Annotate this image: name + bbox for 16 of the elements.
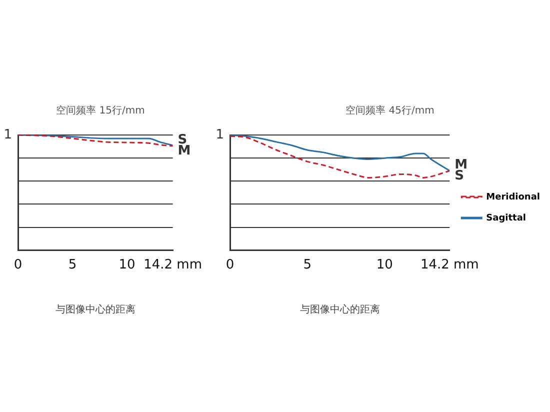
x-tick-label: 10	[118, 258, 136, 273]
x-axis-title: 与图像中心的距离	[300, 304, 380, 316]
x-tick-label: 10	[376, 258, 393, 273]
text: 1	[4, 127, 12, 142]
x-tick-label: 5	[68, 258, 77, 273]
x-tick-label: 0	[226, 258, 234, 273]
chart-title: 空间频率 15行/mm	[56, 104, 145, 117]
x-tick-label: 5	[303, 258, 312, 273]
x-tick-label: 0	[14, 258, 22, 273]
legend-label: Sagittal	[486, 213, 526, 224]
legend-label: Meridional	[486, 192, 540, 202]
x-tick-label: 14.2 mm	[420, 258, 479, 273]
chart-title: 空间频率 45行/mm	[346, 104, 434, 117]
x-tick-label: 14.2 mm	[144, 258, 202, 273]
text: 1	[216, 127, 224, 142]
x-axis-title: 与图像中心的距离	[55, 304, 136, 316]
